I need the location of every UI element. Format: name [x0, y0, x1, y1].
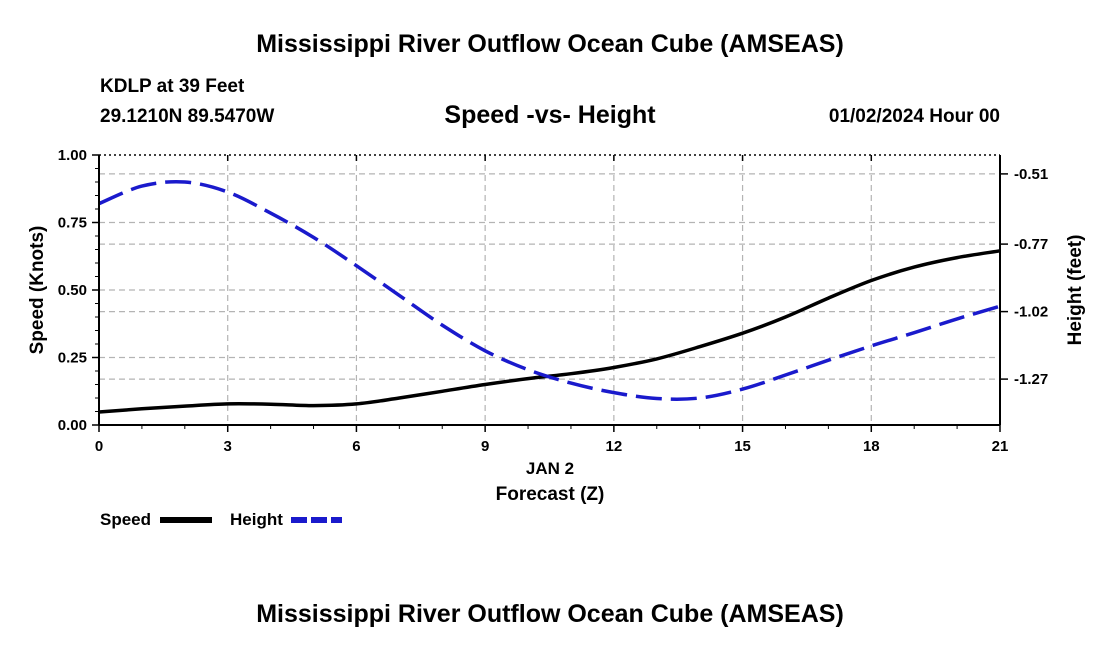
- y-axis-label: Speed (Knots): [27, 226, 48, 355]
- chart-subtitle: Speed -vs- Height: [444, 101, 656, 129]
- x-tick-label-0: 0: [95, 438, 103, 455]
- y2-tick-label-3: -0.51: [1014, 166, 1048, 183]
- y-tick-label-3: 0.75: [58, 215, 87, 232]
- y2-tick-label-0: -1.27: [1014, 371, 1048, 388]
- legend-speed-label: Speed: [100, 510, 151, 529]
- y2-tick-label-1: -1.02: [1014, 304, 1048, 321]
- y2-axis-label: Height (feet): [1065, 235, 1086, 346]
- x-tick-label-7: 21: [992, 438, 1009, 455]
- coordinates-label: 29.1210N 89.5470W: [100, 106, 275, 127]
- y-tick-label-0: 0.00: [58, 417, 87, 434]
- x-tick-label-5: 15: [734, 438, 751, 455]
- axes: [98, 154, 1001, 426]
- series-line-speed: [98, 249, 1001, 414]
- x-tick-label-4: 12: [606, 438, 623, 455]
- y-tick-label-2: 0.50: [58, 282, 87, 299]
- x-tick-label-2: 6: [352, 438, 360, 455]
- station-label: KDLP at 39 Feet: [100, 76, 245, 97]
- ticks: 0 3 6 9 12 15 18 21 0.00 0.25 0.50 0.75 1.00 -1.27 -1.…: [58, 147, 1048, 455]
- y2-tick-label-2: -0.77: [1014, 236, 1048, 253]
- series-lines: [98, 179, 1001, 414]
- x-tick-label-3: 9: [481, 438, 489, 455]
- x-tick-label-1: 3: [224, 438, 232, 455]
- datetime-label: 01/02/2024 Hour 00: [828, 106, 1000, 127]
- x-axis-label: Forecast (Z): [496, 484, 605, 505]
- chart-title-bottom: Mississippi River Outflow Ocean Cube (AM…: [256, 600, 844, 628]
- series-line-height: [98, 179, 1001, 401]
- legend: Speed Height: [100, 510, 342, 529]
- chart-title-top: Mississippi River Outflow Ocean Cube (AM…: [256, 30, 844, 58]
- x-tick-label-6: 18: [863, 438, 880, 455]
- legend-height-label: Height: [230, 510, 283, 529]
- x-date-label: JAN 2: [526, 459, 574, 478]
- grid-lines: [99, 155, 1000, 425]
- y-tick-label-4: 1.00: [58, 147, 87, 164]
- y-tick-label-1: 0.25: [58, 350, 87, 367]
